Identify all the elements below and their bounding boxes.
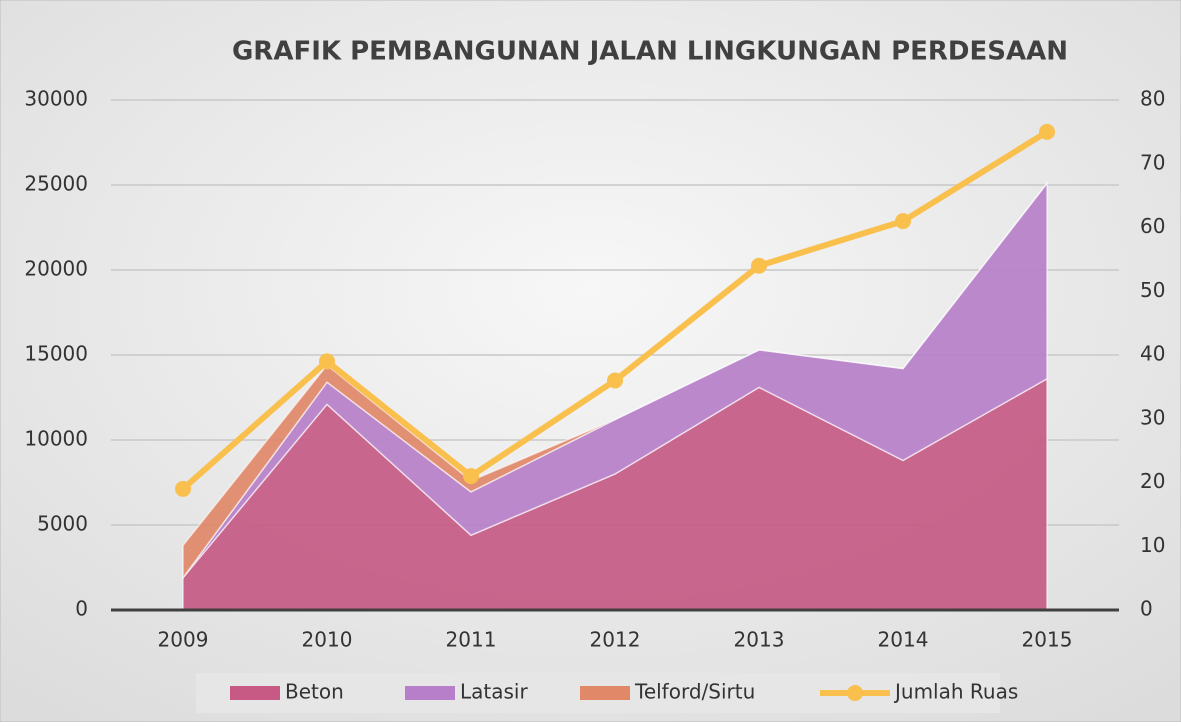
marker	[751, 257, 767, 274]
x-tick-label: 2014	[878, 628, 929, 652]
y-tick-label: 25000	[24, 172, 88, 196]
x-tick-label: 2013	[734, 628, 785, 652]
legend-swatch	[230, 686, 280, 700]
area	[182, 182, 1048, 580]
y-tick-label: 10000	[24, 427, 88, 451]
y2-tick-label: 20	[1140, 469, 1165, 493]
y2-tick-label: 0	[1140, 597, 1153, 621]
y-tick-label: 20000	[24, 257, 88, 281]
legend-label: Jumlah Ruas	[893, 680, 1018, 704]
y2-tick-label: 10	[1140, 533, 1165, 557]
legend-swatch	[847, 685, 863, 701]
legend-label: Beton	[285, 680, 344, 704]
legend-swatch	[580, 686, 630, 700]
y2-tick-label: 50	[1140, 278, 1165, 302]
x-tick-label: 2012	[590, 628, 641, 652]
y2-tick-label: 80	[1140, 87, 1165, 111]
y-tick-label: 30000	[24, 87, 88, 111]
legend-label: Telford/Sirtu	[634, 680, 755, 704]
y-tick-label: 15000	[24, 342, 88, 366]
x-tick-label: 2010	[302, 628, 353, 652]
x-tick-label: 2009	[158, 628, 209, 652]
y2-tick-label: 60	[1140, 214, 1165, 238]
y2-tick-label: 30	[1140, 405, 1165, 429]
marker	[319, 353, 335, 370]
marker	[175, 480, 191, 497]
marker	[1039, 123, 1055, 140]
legend-label: Latasir	[460, 680, 528, 704]
marker	[463, 468, 479, 485]
chart-title: GRAFIK PEMBANGUNAN JALAN LINGKUNGAN PERD…	[232, 37, 1068, 67]
marker	[607, 372, 623, 389]
legend-swatch	[405, 686, 455, 700]
y2-tick-label: 40	[1140, 342, 1165, 366]
y-tick-label: 0	[75, 597, 88, 621]
x-tick-label: 2011	[446, 628, 497, 652]
y-tick-label: 5000	[37, 512, 88, 536]
marker	[895, 213, 911, 230]
x-tick-label: 2015	[1022, 628, 1073, 652]
y2-tick-label: 70	[1140, 150, 1165, 174]
